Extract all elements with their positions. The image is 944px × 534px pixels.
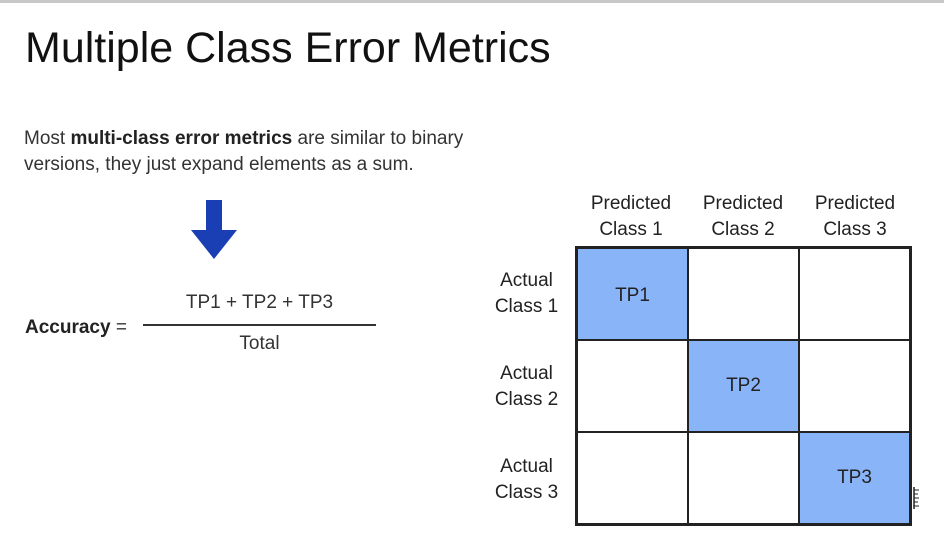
- matrix-cell-r3-c3: TP3: [799, 432, 910, 524]
- fraction-bar: [143, 324, 376, 326]
- column-header-line1: Predicted: [814, 193, 896, 214]
- accuracy-word: Accuracy: [25, 317, 111, 338]
- column-header-line2: Class 1: [599, 219, 663, 240]
- accuracy-denominator: Total: [239, 333, 280, 354]
- row-header-line1: Actual: [500, 363, 553, 384]
- column-header-line1: Predicted: [590, 193, 672, 214]
- matrix-cell-r3-c2: [688, 432, 799, 524]
- column-header-line2: Class 3: [823, 219, 887, 240]
- intro-post: are similar to binary versions, they jus…: [24, 128, 464, 175]
- column-header-predicted-class-1: Predicted Class 1: [575, 191, 687, 243]
- intro-text: Most multi-class error metrics are simil…: [24, 126, 544, 178]
- column-header-predicted-class-3: Predicted Class 3: [799, 191, 911, 243]
- down-arrow-icon: [191, 200, 237, 259]
- cell-label: TP3: [837, 467, 872, 488]
- cell-label: TP1: [615, 285, 650, 306]
- row-header-line1: Actual: [500, 456, 553, 477]
- matrix-cell-r1-c3: [799, 248, 910, 340]
- accuracy-equals: =: [110, 317, 127, 338]
- accuracy-label: Accuracy =: [25, 317, 127, 339]
- matrix-cell-r2-c2: TP2: [688, 340, 799, 432]
- accuracy-numerator: TP1 + TP2 + TP3: [185, 292, 334, 313]
- column-header-line1: Predicted: [702, 193, 784, 214]
- column-header-predicted-class-2: Predicted Class 2: [687, 191, 799, 243]
- row-header-line1: Actual: [500, 270, 553, 291]
- slide-title: Multiple Class Error Metrics: [25, 24, 551, 72]
- matrix-cell-r1-c1: TP1: [577, 248, 688, 340]
- row-header-actual-class-1: Actual Class 1: [484, 268, 569, 320]
- row-header-actual-class-2: Actual Class 2: [484, 361, 569, 413]
- top-border: [0, 0, 944, 3]
- cell-label: TP2: [726, 375, 761, 396]
- row-header-actual-class-3: Actual Class 3: [484, 454, 569, 506]
- matrix-cell-r3-c1: [577, 432, 688, 524]
- intro-pre: Most: [24, 128, 71, 149]
- matrix-cell-r1-c2: [688, 248, 799, 340]
- row-header-line2: Class 3: [494, 482, 559, 503]
- matrix-cell-r2-c3: [799, 340, 910, 432]
- row-header-line2: Class 2: [494, 389, 559, 410]
- confusion-matrix: TP1 TP2 TP3: [575, 246, 912, 526]
- scroll-marker-icon: [913, 487, 919, 509]
- row-header-line2: Class 1: [494, 296, 559, 317]
- matrix-cell-r2-c1: [577, 340, 688, 432]
- intro-bold: multi-class error metrics: [70, 128, 293, 149]
- column-header-line2: Class 2: [711, 219, 775, 240]
